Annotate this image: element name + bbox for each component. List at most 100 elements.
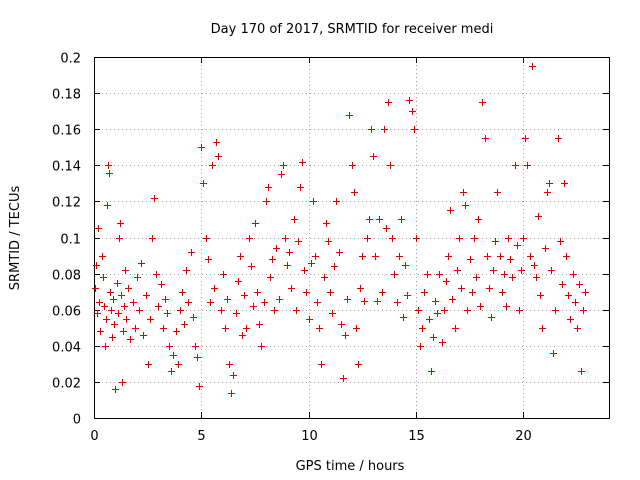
data-point [361,298,368,305]
data-point [379,289,386,296]
data-point [456,235,463,242]
data-point [125,285,132,292]
data-point [546,180,553,187]
data-point [115,310,122,317]
data-point [413,235,420,242]
data-point [226,361,233,368]
data-point [359,253,366,260]
data-point [385,99,392,106]
data-point [344,296,351,303]
data-point [505,235,512,242]
data-point [140,332,147,339]
data-point [376,216,383,223]
data-point [168,368,175,375]
data-point [482,135,489,142]
data-point [101,303,108,310]
data-point [181,321,188,328]
data-point [164,310,171,317]
data-point [211,285,218,292]
data-point [353,325,360,332]
x-tick-label: 5 [197,429,205,444]
x-axis-label: GPS time / hours [296,459,405,474]
y-tick-label: 0.06 [52,305,81,320]
data-point [336,249,343,256]
data-point [494,189,501,196]
data-point [203,235,210,242]
data-point [205,256,212,263]
data-point [391,271,398,278]
data-point [96,299,103,306]
data-point [100,274,107,281]
data-point [374,298,381,305]
data-point [267,274,274,281]
data-point [110,296,117,303]
data-point [522,135,529,142]
data-point [192,343,199,350]
data-point [544,189,551,196]
data-point [364,235,371,242]
data-point [132,325,139,332]
data-point [452,325,459,332]
data-point [160,325,167,332]
data-point [120,328,127,335]
data-point [436,271,443,278]
data-point [434,310,441,317]
data-point [145,361,152,368]
data-point [404,292,411,299]
data-point [118,292,125,299]
data-point [94,310,101,317]
data-point [220,271,227,278]
data-point [325,238,332,245]
data-point [108,307,115,314]
data-point [370,153,377,160]
data-point [188,249,195,256]
data-point [346,112,353,119]
data-point [175,361,182,368]
data-point [400,314,407,321]
data-point [574,325,581,332]
data-point [351,189,358,196]
data-point [473,274,480,281]
data-point [250,303,257,310]
data-point [261,299,268,306]
data-point [527,253,534,260]
data-point [563,253,570,260]
data-point [93,262,100,269]
data-point [449,296,456,303]
data-point [509,274,516,281]
data-point [136,307,143,314]
data-point [291,216,298,223]
data-point [155,303,162,310]
data-point [284,262,291,269]
data-point [318,361,325,368]
data-point [349,162,356,169]
data-point [170,352,177,359]
data-point [303,289,310,296]
data-point [424,271,431,278]
data-point [572,299,579,306]
data-point [368,126,375,133]
data-point [415,307,422,314]
x-tick-label: 0 [90,429,98,444]
data-point [104,202,111,209]
data-point [409,108,416,115]
data-point [114,280,121,287]
y-tick-label: 0.1 [60,233,81,248]
data-point [469,289,476,296]
data-point [331,263,338,270]
data-point [92,285,99,292]
data-point [97,328,104,335]
y-tick-label: 0.16 [52,124,81,139]
data-point [488,314,495,321]
data-point [246,235,253,242]
data-point [462,202,469,209]
data-point [158,281,165,288]
data-point [507,256,514,263]
data-point [355,361,362,368]
data-point [565,292,572,299]
y-tick-label: 0.02 [52,377,81,392]
data-point [215,153,222,160]
data-point [512,162,519,169]
data-point [520,235,527,242]
data-point [486,285,493,292]
